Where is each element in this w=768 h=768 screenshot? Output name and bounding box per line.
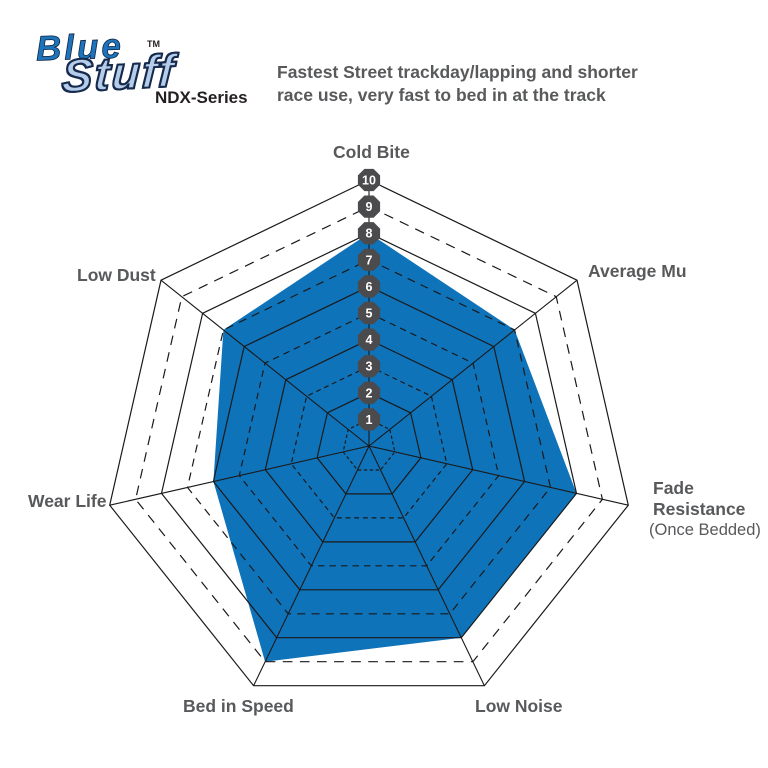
axis-label-bed-in-speed: Bed in Speed (183, 696, 294, 716)
chart-description-line2: race use, very fast to bed in at the tra… (277, 85, 606, 105)
scale-badge-7 (357, 248, 381, 271)
scale-badge-value-5: 5 (366, 307, 373, 321)
grid-ring-10 (109, 179, 629, 687)
grid-ring-3 (290, 365, 448, 519)
scale-badge-value-7: 7 (366, 253, 373, 267)
scale-badge-2 (357, 381, 381, 404)
axis-spoke-fade-resistance (368, 445, 629, 506)
axis-spoke-low-dust (160, 279, 370, 447)
axis-label-wear-life: Wear Life (28, 491, 107, 511)
bluestuff-logo: Blue Stuff TM NDX-Series (28, 26, 263, 121)
scale-badge-value-3: 3 (366, 360, 373, 374)
scale-badge-4 (357, 328, 381, 351)
scale-badge-6 (357, 275, 381, 298)
axis-spoke-average-mu (368, 279, 578, 447)
chart-description: Fastest Street trackday/lapping and shor… (277, 61, 747, 107)
scale-badge-value-8: 8 (366, 227, 373, 241)
series-name: NDX-Series (155, 88, 248, 107)
grid-ring-2 (316, 392, 422, 495)
scale-badge-value-9: 9 (366, 200, 373, 214)
chart-description-line1: Fastest Street trackday/lapping and shor… (277, 62, 638, 82)
grid-ring-6 (212, 285, 526, 591)
axis-label-average-mu: Average Mu (588, 261, 687, 281)
axis-label-low-noise: Low Noise (475, 696, 563, 716)
grid-ring-8 (160, 232, 578, 639)
grid-ring-7 (186, 259, 552, 615)
scale-badge-value-1: 1 (366, 413, 373, 427)
axis-label-fade-resistance-main: Fade Resistance (653, 478, 746, 519)
data-polygon (213, 233, 577, 662)
scale-badge-value-4: 4 (366, 333, 373, 347)
scale-badge-8 (357, 222, 381, 245)
axis-spoke-bed-in-speed (253, 445, 370, 686)
scale-badge-value-6: 6 (366, 280, 373, 294)
grid-ring-9 (134, 205, 604, 663)
axis-spoke-wear-life (109, 445, 370, 506)
scale-badge-10 (357, 168, 381, 192)
grid-ring-4 (264, 338, 474, 543)
grid-ring-5 (238, 312, 500, 567)
scale-badge-value-10: 10 (362, 174, 376, 188)
scale-badge-value-2: 2 (366, 386, 373, 400)
axis-label-fade-resistance: Fade Resistance (Once Bedded) (649, 478, 765, 541)
scale-badge-3 (357, 355, 381, 378)
scale-badge-5 (357, 301, 381, 325)
axis-label-fade-resistance-sub: (Once Bedded) (649, 521, 761, 539)
axis-label-low-dust: Low Dust (77, 265, 156, 285)
scale-badge-1 (357, 408, 381, 431)
axis-label-cold-bite: Cold Bite (333, 142, 410, 162)
axis-spoke-low-noise (368, 445, 485, 686)
trademark-symbol: TM (147, 39, 160, 49)
scale-badge-9 (357, 195, 381, 218)
